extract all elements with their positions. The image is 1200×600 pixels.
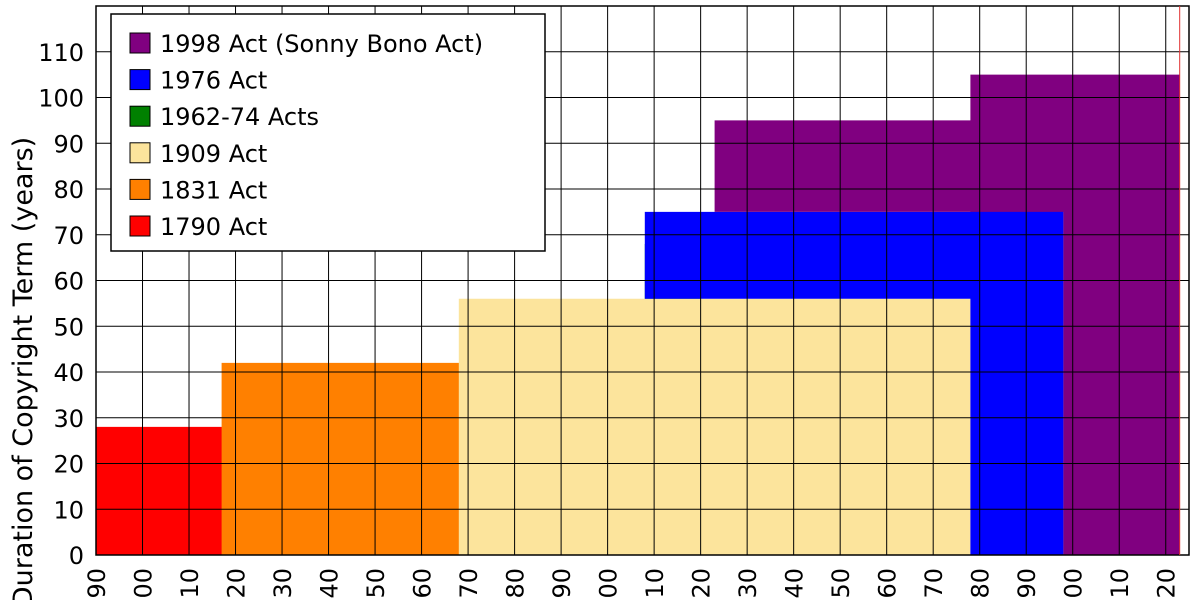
- area-act1976: [644, 166, 1064, 555]
- y-tick-label: 90: [53, 130, 84, 158]
- x-tick-label: 10: [176, 568, 204, 599]
- x-tick-label: 80: [502, 568, 530, 599]
- x-tick-label: 00: [595, 568, 623, 599]
- y-axis-title: Duration of Copyright Term (years): [8, 137, 39, 600]
- x-tick-label: 70: [455, 568, 483, 599]
- x-tick-label: 60: [874, 568, 902, 599]
- legend-label-act1998: 1998 Act (Sonny Bono Act): [160, 30, 483, 58]
- legend-label-act1790: 1790 Act: [160, 213, 267, 241]
- y-tick-label: 30: [53, 405, 84, 433]
- legend-label-act1962: 1962-74 Acts: [160, 103, 319, 131]
- x-tick-label: 00: [130, 568, 158, 599]
- legend-swatch-act1909: [129, 142, 151, 164]
- x-tick-label: 30: [269, 568, 297, 599]
- x-tick-label: 10: [641, 568, 669, 599]
- legend-box: [110, 13, 546, 252]
- x-tick-label: 80: [967, 568, 995, 599]
- x-tick-label: 90: [548, 568, 576, 599]
- area-act1998: [714, 74, 1180, 555]
- x-tick-label: 00: [1060, 568, 1088, 599]
- plot-frame: [95, 5, 1190, 556]
- y-tick-label: 40: [53, 359, 84, 387]
- x-tick-label: 20: [688, 568, 716, 599]
- y-tick-label: 110: [38, 39, 84, 67]
- y-tick-label: 10: [53, 496, 84, 524]
- y-tick-label: 50: [53, 313, 84, 341]
- legend-label-act1831: 1831 Act: [160, 176, 267, 204]
- x-tick-label: 10: [1106, 568, 1134, 599]
- x-tick-label: 40: [316, 568, 344, 599]
- x-tick-label: 90: [83, 568, 111, 599]
- x-tick-label: 20: [223, 568, 251, 599]
- x-tick-label: 50: [362, 568, 390, 599]
- y-tick-label: 0: [69, 542, 84, 570]
- y-tick-label: 80: [53, 176, 84, 204]
- x-tick-label: 70: [920, 568, 948, 599]
- y-tick-label: 100: [38, 85, 84, 113]
- area-act1909: [458, 298, 971, 555]
- legend-swatch-act1976: [129, 69, 151, 91]
- x-tick-label: 90: [1013, 568, 1041, 599]
- legend-swatch-act1962: [129, 105, 151, 127]
- x-tick-label: 30: [734, 568, 762, 599]
- y-tick-label: 20: [53, 451, 84, 479]
- legend-swatch-act1790: [129, 215, 151, 237]
- x-tick-label: 40: [781, 568, 809, 599]
- x-tick-label: 20: [1153, 568, 1181, 599]
- legend-label-act1909: 1909 Act: [160, 140, 267, 168]
- x-tick-label: 50: [827, 568, 855, 599]
- legend-swatch-act1998: [129, 32, 151, 54]
- legend-swatch-act1831: [129, 178, 151, 200]
- x-tick-label: 60: [409, 568, 437, 599]
- y-tick-label: 60: [53, 268, 84, 296]
- y-tick-label: 70: [53, 222, 84, 250]
- legend-label-act1976: 1976 Act: [160, 67, 267, 95]
